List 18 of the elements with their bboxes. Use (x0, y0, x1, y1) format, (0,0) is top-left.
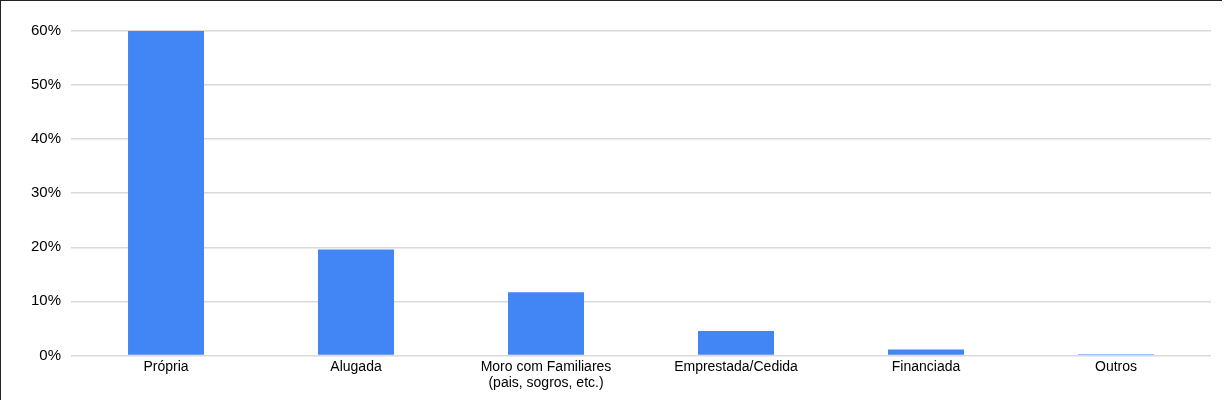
bar (128, 31, 205, 355)
bar (508, 292, 585, 355)
y-tick-label: 0% (39, 345, 62, 363)
x-tick-label: Própria (143, 357, 189, 374)
bar (698, 331, 775, 355)
y-tick-label: 50% (30, 75, 62, 93)
y-tick-label: 20% (30, 237, 62, 255)
y-tick-label: 60% (30, 21, 62, 39)
x-tick-label: Financiada (891, 357, 961, 374)
x-tick-label: Alugada (330, 357, 382, 374)
x-tick-label: Moro com Familiares (pais, sogros, etc.) (480, 357, 612, 391)
y-tick-label: 10% (30, 291, 62, 309)
bar (318, 249, 395, 355)
bar (888, 349, 965, 355)
x-tick-label: Outros (1094, 357, 1138, 374)
y-tick-label: 30% (30, 183, 62, 201)
x-tick-label: Emprestada/Cedida (674, 357, 799, 374)
y-tick-label: 40% (30, 129, 62, 147)
